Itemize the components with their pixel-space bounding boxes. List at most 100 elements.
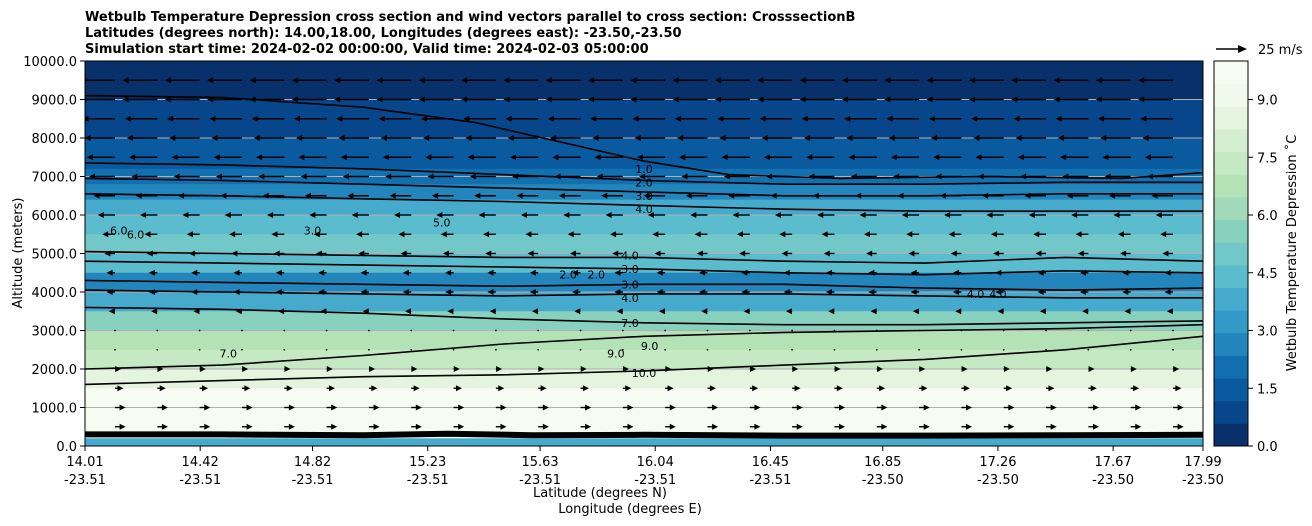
wind-vector	[124, 115, 158, 122]
colorbar-tick-label: 0.0	[1257, 440, 1278, 455]
wind-vector-head	[498, 385, 505, 392]
y-tick-label: 2000.0	[32, 363, 78, 378]
wind-vector-head	[719, 135, 726, 141]
wind-vector	[305, 192, 327, 199]
wind-vector	[1104, 173, 1131, 180]
wind-vector	[563, 212, 581, 218]
wind-vector-head	[841, 77, 848, 84]
wind-vector-head	[783, 289, 790, 295]
wind-vector	[351, 212, 369, 218]
wind-vector-head	[707, 366, 714, 372]
wind-vector-head	[211, 135, 218, 141]
wind-vector	[1160, 231, 1173, 238]
colorbar-segment	[1214, 196, 1248, 221]
wind-vector	[241, 348, 243, 351]
wind-vector-head	[148, 289, 155, 295]
wind-vector-head	[893, 173, 900, 180]
wind-vector-head	[939, 192, 946, 199]
wind-vector-head	[1050, 404, 1057, 411]
contour-band	[85, 330, 1203, 351]
wind-vector-head	[209, 115, 216, 122]
wind-vector	[114, 348, 116, 351]
wind-vector-head	[500, 404, 507, 411]
wind-vector-head	[331, 423, 338, 430]
wind-vector-head	[1160, 231, 1167, 238]
wind-vector-head	[672, 96, 679, 103]
wind-vector-head	[995, 289, 1002, 295]
x-tick-lat-label: 14.82	[294, 455, 331, 470]
wind-vector	[926, 96, 962, 103]
wind-vector	[347, 192, 369, 199]
colorbar-frame	[1213, 60, 1249, 447]
wind-vector-head	[881, 423, 888, 430]
wind-vector-head	[405, 308, 412, 315]
wind-vector-head	[552, 154, 559, 161]
wind-vector-head	[836, 385, 843, 392]
wind-vector-head	[888, 135, 895, 141]
wind-vector	[157, 385, 166, 392]
wind-vector	[538, 385, 547, 392]
wind-vector-head	[783, 269, 790, 276]
wind-vector	[1129, 329, 1132, 332]
wind-vector	[86, 154, 115, 161]
wind-vector-head	[1006, 385, 1013, 392]
wind-vector-head	[294, 115, 300, 122]
wind-vector	[241, 366, 249, 372]
wind-vector-head	[151, 308, 158, 315]
wind-vector	[931, 135, 962, 141]
wind-vector	[605, 212, 623, 218]
wind-vector	[868, 289, 877, 295]
contour-band	[85, 311, 1203, 331]
wind-vector-head	[975, 154, 982, 161]
wind-vector	[761, 135, 793, 141]
wind-vector	[622, 366, 630, 372]
wind-vector	[284, 404, 295, 411]
wind-vector	[135, 192, 158, 199]
wind-vector-head	[1142, 135, 1149, 141]
wind-vector-head	[1109, 192, 1116, 199]
wind-vector	[1017, 154, 1047, 161]
colorbar-segment	[1214, 264, 1248, 288]
wind-vector	[167, 115, 200, 122]
wind-vector	[749, 423, 761, 430]
wind-vector	[1172, 348, 1174, 351]
contour-label: 4.0	[635, 203, 653, 216]
wind-vector	[950, 250, 962, 257]
wind-vector	[681, 173, 708, 180]
wind-vector-head	[754, 423, 761, 430]
wind-vector	[685, 192, 708, 199]
wind-vector	[919, 404, 930, 411]
wind-vector-head	[104, 250, 111, 257]
wind-vector	[461, 77, 496, 84]
wind-vector-head	[585, 423, 592, 430]
wind-vector	[108, 308, 115, 315]
wind-vector	[334, 77, 369, 84]
wind-vector	[148, 269, 158, 276]
wind-vector-head	[1102, 154, 1109, 161]
chart-title-line-1: Wetbulb Temperature Depression cross sec…	[85, 10, 855, 25]
wind-vector	[156, 348, 159, 351]
colorbar-segment	[1214, 61, 1248, 85]
wind-vector-head	[525, 231, 532, 238]
wind-vector	[1088, 423, 1099, 430]
wind-vector-head	[572, 269, 579, 276]
wind-vector-head	[503, 96, 510, 103]
wind-vector	[1122, 269, 1131, 276]
wind-vector-head	[115, 366, 122, 372]
wind-vector	[284, 385, 293, 392]
wind-vector-head	[1088, 366, 1095, 372]
wind-vector	[770, 192, 793, 199]
x-tick-lon-label: -23.50	[977, 473, 1019, 488]
wind-vector-head	[588, 96, 595, 103]
wind-vector-head	[770, 192, 777, 199]
wind-vector-head	[963, 385, 970, 392]
wind-vector-head	[124, 115, 131, 122]
wind-vector	[799, 96, 835, 103]
wind-vector-head	[732, 212, 739, 218]
wind-vector	[537, 348, 540, 351]
colorbar	[1213, 60, 1249, 447]
wind-vector	[757, 77, 793, 84]
x-tick-lat-label: 17.99	[1184, 455, 1221, 470]
wind-vector	[537, 329, 540, 332]
wind-vector-head	[750, 366, 756, 372]
